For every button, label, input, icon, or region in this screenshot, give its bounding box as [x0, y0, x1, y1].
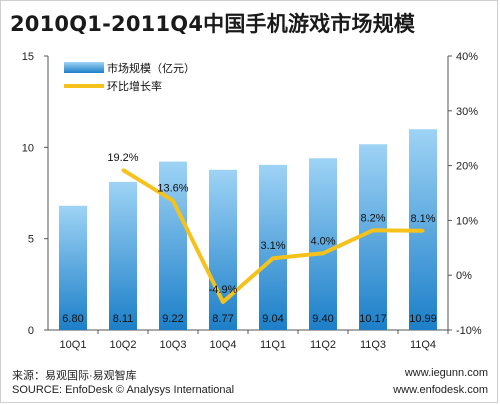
bar: [109, 181, 137, 330]
line-point: [371, 228, 375, 232]
line-point: [271, 256, 275, 260]
y-right-tick-label: 20%: [456, 161, 478, 173]
bar-value-label: 6.80: [62, 313, 83, 325]
x-tick-label: 11Q1: [260, 339, 286, 351]
line-point: [321, 251, 325, 255]
axes: 0 5 10 15 -10% 0% 10% 20% 30% 40% 10Q1 10Q2 10Q3 10Q4…: [22, 51, 482, 351]
y-left-tick-label: 0: [28, 325, 34, 337]
y-left-tick-label: 5: [28, 234, 34, 246]
bar-series: [59, 129, 437, 330]
data-labels: 6.80 8.11 9.22 8.77 9.04 9.40 10.17 10.99 19.2% 1…: [62, 152, 436, 325]
y-right-tick-label: 0%: [456, 270, 472, 282]
line-value-label: 8.1%: [410, 213, 435, 225]
legend-label-line: 环比增长率: [107, 79, 162, 93]
x-tick-label: 10Q3: [160, 339, 187, 351]
bar-value-label: 10.17: [359, 313, 387, 325]
source-note-cn: 来源：易观国际·易观智库: [12, 370, 137, 382]
bar-value-label: 8.77: [212, 313, 233, 325]
line-point: [221, 300, 225, 304]
bar-value-label: 9.22: [162, 313, 183, 325]
bar-value-label: 9.40: [312, 313, 333, 325]
legend-label-bar: 市场规模（亿元）: [107, 61, 195, 75]
line-value-label: -4.9%: [209, 284, 238, 296]
bar: [359, 144, 387, 330]
x-tick-label: 11Q3: [360, 339, 386, 351]
x-tick-label: 11Q2: [310, 339, 336, 351]
line-value-label: 19.2%: [107, 152, 138, 164]
x-tick-label: 11Q4: [410, 339, 436, 351]
line-series: [121, 168, 425, 305]
bar: [259, 164, 287, 330]
y-right-tick-label: -10%: [456, 325, 482, 337]
footer-url-1: www.iegunn.com: [404, 367, 488, 379]
bar-value-label: 9.04: [262, 313, 283, 325]
y-left-tick-label: 10: [22, 142, 34, 154]
bar: [209, 169, 237, 330]
footer-url-2: www.enfodesk.com: [393, 384, 488, 396]
line-point: [171, 199, 175, 203]
legend-swatch-bar: [64, 62, 104, 73]
bar: [309, 158, 337, 330]
bar-value-label: 8.11: [113, 313, 134, 325]
y-right-tick-label: 40%: [456, 51, 478, 63]
line-value-label: 4.0%: [310, 235, 335, 247]
x-tick-label: 10Q1: [60, 339, 87, 351]
line-point: [421, 229, 425, 233]
y-right-tick-label: 10%: [456, 215, 478, 227]
bar: [159, 161, 187, 330]
x-tick-label: 10Q2: [110, 339, 137, 351]
y-right-tick-label: 30%: [456, 106, 478, 118]
line-value-label: 3.1%: [260, 240, 285, 252]
line-point: [121, 168, 125, 172]
bar-value-label: 10.99: [409, 313, 437, 325]
y-left-tick-label: 15: [22, 51, 34, 63]
line-value-label: 8.2%: [360, 212, 385, 224]
line-value-label: 13.6%: [157, 183, 188, 195]
bar: [59, 205, 87, 330]
legend: 市场规模（亿元） 环比增长率: [64, 61, 195, 93]
x-tick-label: 10Q4: [210, 339, 237, 351]
chart-title: 2010Q1-2011Q4中国手机游戏市场规模: [10, 12, 416, 36]
source-note-en: SOURCE: EnfoDesk © Analysys Internationa…: [12, 384, 235, 396]
